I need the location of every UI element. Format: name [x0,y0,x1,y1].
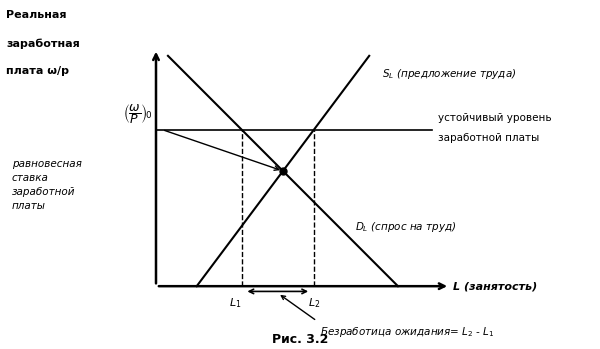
Text: равновесная
ставка
заработной
платы: равновесная ставка заработной платы [12,159,82,211]
Text: Безработица ожидания= $L_2$ - $L_1$: Безработица ожидания= $L_2$ - $L_1$ [320,325,495,339]
Text: Реальная: Реальная [6,10,67,21]
Text: $S_L$ (предложение труда): $S_L$ (предложение труда) [382,67,517,81]
Text: $L_1$: $L_1$ [229,297,242,311]
Text: заработной платы: заработной платы [438,133,539,143]
Text: заработная: заработная [6,38,80,49]
Text: плата ω/р: плата ω/р [6,66,69,76]
Text: $L_2$: $L_2$ [308,297,320,311]
Text: $D_L$ (спрос на труд): $D_L$ (спрос на труд) [355,220,457,234]
Text: устойчивый уровень: устойчивый уровень [438,113,551,122]
Text: L (занятость): L (занятость) [453,281,537,291]
Text: Рис. 3.2: Рис. 3.2 [272,333,328,346]
Text: $\left(\dfrac{\omega}{P}\right)_{\!0}$: $\left(\dfrac{\omega}{P}\right)_{\!0}$ [123,102,153,126]
